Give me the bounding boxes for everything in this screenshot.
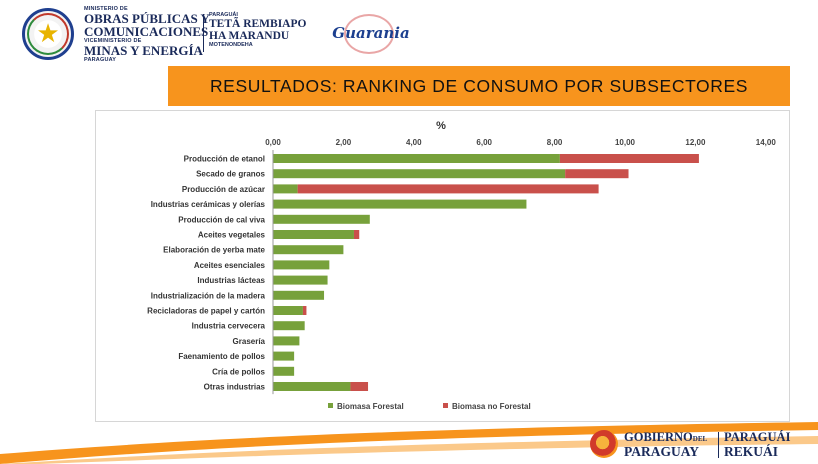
x-tick-label: 10,00	[615, 138, 636, 147]
x-tick-label: 14,00	[756, 138, 777, 147]
category-label: Industria cervecera	[192, 322, 266, 331]
header: ★ MINISTERIO DE OBRAS PÚBLICAS Y COMUNIC…	[0, 0, 818, 64]
bar-segment	[273, 199, 527, 209]
ministry-line: VICEMINISTERIO DE	[84, 38, 142, 44]
bar-segment	[273, 351, 295, 361]
category-label: Producción de azúcar	[182, 185, 265, 194]
category-label: Industrias cerámicas y olerías	[151, 200, 266, 209]
tagline-line: PARAGUÁI	[209, 12, 238, 18]
tagline-line: HA MARANDU	[209, 30, 290, 42]
bar-segment	[302, 306, 307, 315]
gov-line2: PARAGUAY	[624, 444, 700, 459]
bar-segment	[273, 260, 330, 270]
bar-chart: % 0,00 2,00 4,00 6,00 8,00 10,00 12,00 14,00 Prod…	[147, 120, 777, 411]
x-tick-label: 8,00	[547, 138, 563, 147]
gov-divider	[718, 432, 719, 458]
bar-segment	[273, 245, 344, 255]
bar-segment	[273, 290, 325, 300]
category-label: Aceites esenciales	[194, 261, 266, 270]
x-tick-label: 12,00	[685, 138, 706, 147]
x-tick-label: 6,00	[476, 138, 492, 147]
header-divider	[203, 14, 204, 52]
bar-segment	[559, 154, 699, 163]
gov-right-line2: REKUÁI	[724, 444, 779, 459]
category-label: Industrias lácteas	[197, 276, 265, 285]
page-title-banner: RESULTADOS: RANKING DE CONSUMO POR SUBSE…	[168, 66, 790, 106]
ministry-line: COMUNICACIONES	[84, 24, 209, 39]
ministry-line: MINISTERIO DE	[84, 6, 128, 12]
category-label: Faenamiento de pollos	[178, 352, 265, 361]
chart-container: % 0,00 2,00 4,00 6,00 8,00 10,00 12,00 14,00 Prod…	[95, 110, 790, 422]
legend-label: Biomasa no Forestal	[452, 402, 531, 411]
legend-label: Biomasa Forestal	[337, 402, 404, 411]
bar-segment	[350, 382, 369, 391]
ministry-line: MINAS Y ENERGÍA	[84, 43, 203, 58]
star-icon: ★	[36, 19, 60, 49]
bar-segment	[273, 321, 305, 331]
guarania-logo: Guarania	[330, 14, 412, 54]
category-label: Producción de etanol	[184, 155, 265, 164]
ministry-seal-logo: ★	[22, 8, 74, 60]
category-label: Recicladoras de papel y cartón	[147, 307, 265, 316]
category-label: Industrialización de la madera	[151, 291, 266, 300]
bar-segment	[353, 230, 360, 239]
bar-segment	[273, 275, 328, 285]
legend-swatch	[328, 403, 333, 408]
gov-line1: GOBIERNODEL	[624, 430, 707, 445]
government-logo: GOBIERNODEL PARAGUAY PARAGUÁI REKUÁI	[590, 428, 810, 462]
tagline-line: TETÃ REMBIAPO	[209, 18, 307, 30]
category-label: Aceites vegetales	[198, 231, 266, 240]
legend-swatch	[443, 403, 448, 408]
chart-title: %	[436, 120, 446, 132]
x-tick-label: 4,00	[406, 138, 422, 147]
bar-segment	[273, 306, 303, 315]
bar-segment	[273, 184, 298, 194]
tagline-block: PARAGUÁI TETÃ REMBIAPO HA MARANDU MOTENO…	[209, 12, 306, 48]
gov-word: GOBIERNO	[624, 430, 693, 444]
gov-right-line1: PARAGUÁI	[724, 430, 791, 444]
page-title: RESULTADOS: RANKING DE CONSUMO POR SUBSE…	[209, 75, 749, 96]
ministry-name-block: MINISTERIO DE OBRAS PÚBLICAS Y COMUNICAC…	[84, 6, 210, 63]
tagline-line: MOTENONDEHA	[209, 42, 253, 48]
bar-segment	[273, 169, 566, 179]
bar-segment	[273, 230, 354, 239]
category-label: Secado de granos	[196, 170, 265, 179]
gov-del: DEL	[692, 435, 708, 443]
bar-segment	[273, 154, 560, 163]
x-tick-label: 0,00	[265, 138, 281, 147]
category-label: Cría de pollos	[212, 367, 265, 376]
bar-segment	[297, 184, 599, 194]
bar-segment	[273, 214, 370, 224]
bar-segment	[273, 382, 351, 391]
guarania-wordmark: Guarania	[332, 24, 410, 42]
guarania-ring	[344, 14, 394, 54]
category-label: Elaboración de yerba mate	[163, 246, 265, 255]
bar-segment	[273, 366, 295, 376]
ministry-line: OBRAS PÚBLICAS Y	[84, 11, 210, 26]
bar-segment	[273, 336, 300, 346]
x-tick-label: 2,00	[336, 138, 352, 147]
ministry-line: PARAGUAY	[84, 57, 117, 63]
category-label: Grasería	[233, 337, 266, 346]
bar-segment	[565, 169, 629, 179]
government-emblem-icon	[590, 430, 618, 458]
category-label: Producción de cal viva	[178, 215, 265, 224]
category-label: Otras industrias	[204, 383, 266, 392]
